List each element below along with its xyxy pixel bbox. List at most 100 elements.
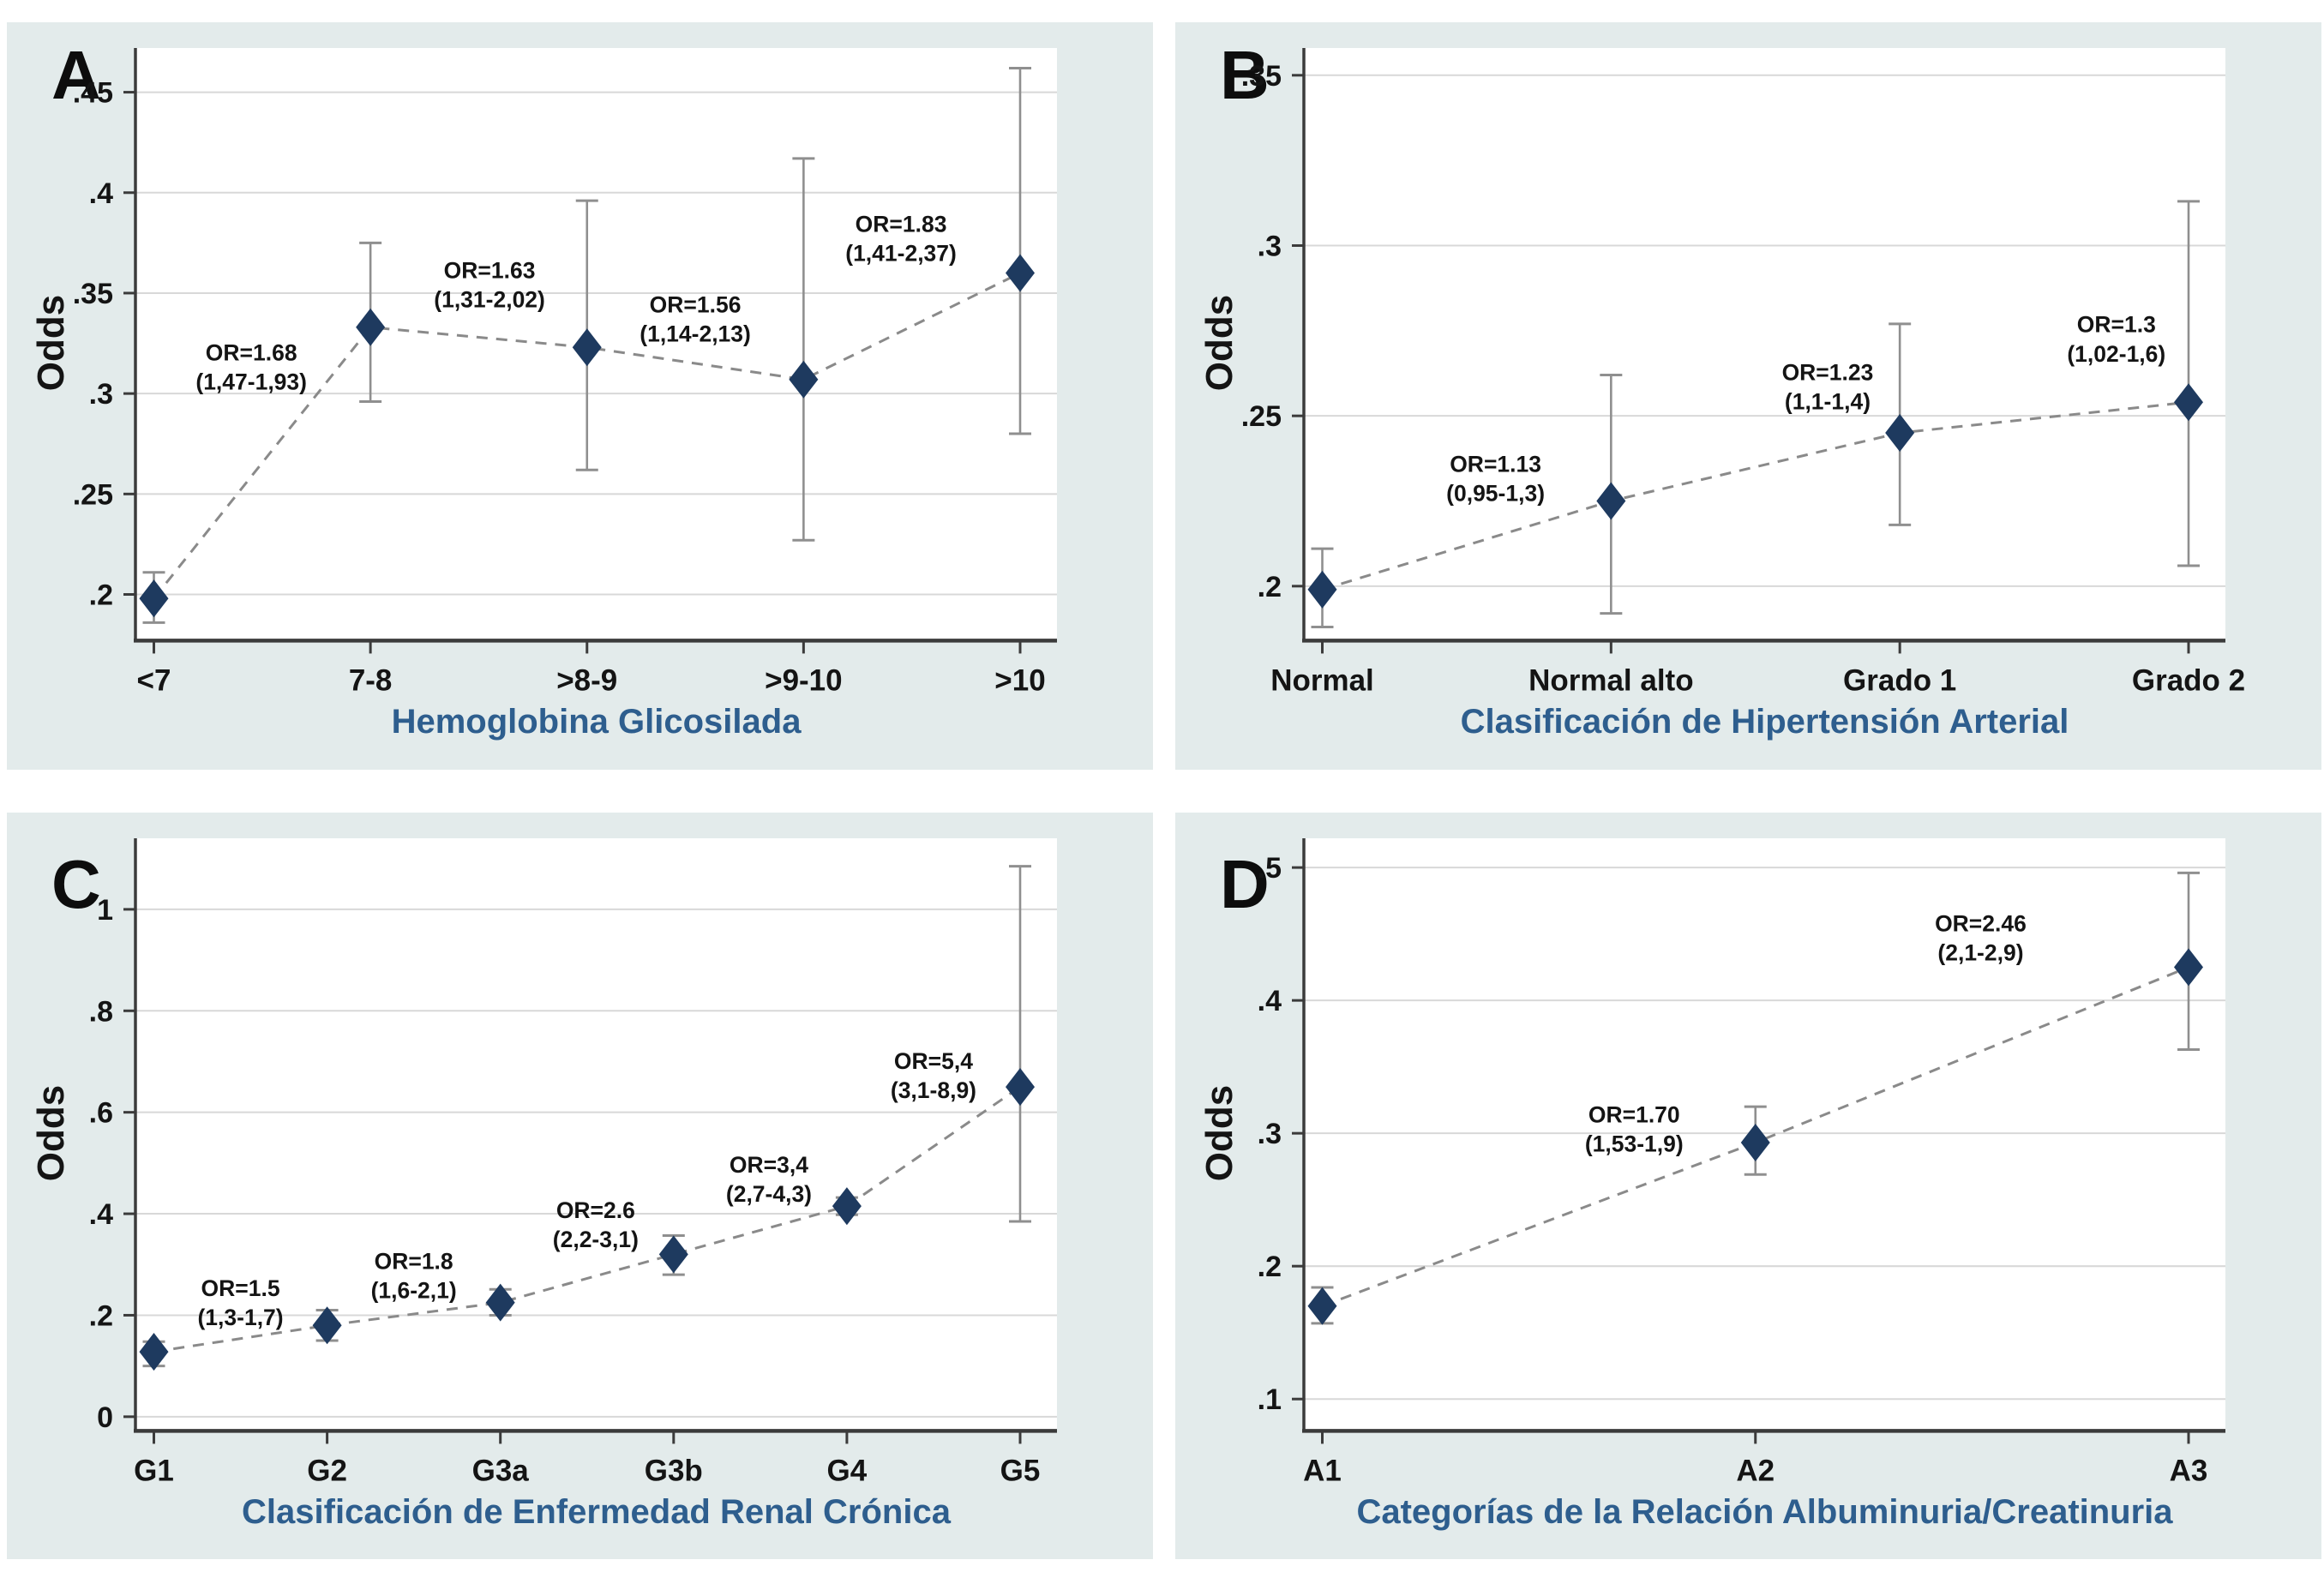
y-tick-label: .2 [1258,1251,1282,1283]
or-annotation: (2,1-2,9) [1937,939,2023,965]
y-tick-label: .3 [1258,230,1282,262]
or-annotation: OR=1.56 [650,291,742,317]
or-annotation: OR=1.70 [1588,1101,1680,1127]
data-point-diamond [356,308,386,346]
x-tick-label: >9-10 [765,663,842,697]
or-annotation: OR=1.68 [206,340,297,366]
or-annotation: (1,02-1,6) [2067,341,2165,367]
x-tick-label: >8-9 [556,663,617,697]
data-point-diamond [1885,414,1915,453]
y-tick-label: .3 [1258,1118,1282,1150]
y-tick-label: .2 [89,579,113,612]
data-point-diamond [789,360,819,399]
y-tick-label: .5 [1258,852,1282,885]
or-annotation: OR=1.8 [375,1248,453,1274]
x-tick-label: A1 [1303,1454,1342,1487]
x-tick-label: G2 [307,1454,347,1487]
or-annotation: OR=1.13 [1450,452,1541,477]
plot-area [1304,48,2225,641]
x-tick-label: Grado 2 [2132,663,2245,697]
y-tick-label: 0 [97,1401,113,1433]
data-point-diamond [658,1234,688,1273]
x-tick-label: Grado 1 [1843,663,1956,697]
panel-B: B Odds .2.25.3.35 Normal Normal alto Grado … [1175,22,2321,770]
or-annotation: OR=1.83 [856,212,947,237]
x-axis-title: Clasificación de Enfermedad Renal Crónic… [242,1492,951,1531]
or-annotation: (1,14-2,13) [640,321,751,346]
or-annotation: (3,1-8,9) [891,1077,976,1103]
data-point-diamond [139,1332,169,1371]
data-point-diamond [1596,482,1626,520]
x-tick-label: A2 [1736,1454,1775,1487]
x-axis-title: Clasificación de Hipertensión Arterial [1460,703,2069,741]
x-tick-label: G1 [134,1454,174,1487]
panel-letter-D: D [1220,845,1270,922]
data-point-diamond [1307,1287,1337,1325]
y-tick-label: .4 [89,177,113,210]
panel-grid: A Odds .2.25.3.35.4.45 <7 7-8 >8-9 >9-10 >10 O… [7,22,2321,1559]
or-annotation: OR=1.5 [201,1275,280,1301]
y-tick-label: .25 [73,478,113,511]
or-annotation: (1,41-2,37) [845,241,957,267]
x-tick-label: Normal alto [1528,663,1693,697]
y-tick-label: .3 [89,378,113,411]
or-annotation: OR=2.46 [1935,910,2027,936]
or-annotation: OR=3,4 [730,1151,808,1177]
or-annotation: (1,3-1,7) [197,1305,283,1330]
panel-letter-B: B [1220,37,1270,113]
trend-dashed-line [153,1085,1021,1353]
panel-A: A Odds .2.25.3.35.4.45 <7 7-8 >8-9 >9-10 >10 O… [7,22,1153,770]
data-point-diamond [312,1305,342,1344]
or-annotation: OR=1.63 [444,258,536,284]
y-tick-label: .2 [89,1299,113,1332]
or-annotation: (2,2-3,1) [553,1227,639,1252]
x-tick-label: G4 [827,1454,868,1487]
plot-area [1304,837,2225,1431]
panel-letter-C: C [51,845,101,922]
or-annotation: OR=5,4 [894,1048,973,1074]
y-tick-label: .25 [1241,400,1282,433]
y-tick-label: .4 [89,1198,113,1231]
data-point-diamond [2174,947,2203,986]
x-tick-label: G5 [1000,1454,1041,1487]
x-tick-label: Normal [1270,663,1374,697]
panel-letter-A: A [51,37,101,113]
data-point-diamond [832,1186,862,1225]
data-point-diamond [572,328,602,367]
data-point-diamond [139,579,169,618]
or-annotation: (1,31-2,02) [434,287,545,313]
data-point-diamond [1006,1067,1035,1106]
x-tick-label: 7-8 [349,663,393,697]
or-annotation: (1,1-1,4) [1785,388,1871,414]
or-annotation: OR=1.23 [1782,359,1874,385]
or-annotation: (0,95-1,3) [1446,481,1545,507]
or-annotation: OR=2.6 [556,1197,635,1223]
or-annotation: (2,7-4,3) [726,1180,812,1206]
y-tick-label: .2 [1258,571,1282,603]
x-tick-label: >10 [994,663,1045,697]
odds-plot: .1 .2 .3 .4 .5 A1 A2 A3 OR=1.70 (1,53-1,9) OR=2.46… [1258,837,2225,1487]
x-axis-title: Hemoglobina Glicosilada [391,703,802,741]
x-tick-label: G3a [472,1454,530,1487]
panel-D: D Odds .1.2.3.4.5 A1 A2 A3 OR=1.70 (1,53-1,9)… [1175,812,2321,1559]
x-axis-title: Categorías de la Relación Albuminuria/Cr… [1356,1492,2173,1531]
or-annotation: (1,6-2,1) [371,1277,457,1303]
x-tick-label: G3b [645,1454,703,1487]
odds-plot: 0 .2 .4 .6 .8 1 G1 G2 G3a G3b G4 G5 OR=1.5 (1,3-1,7) O… [89,837,1057,1487]
y-tick-label: 1 [97,893,113,926]
y-tick-label: .35 [73,278,113,310]
data-point-diamond [485,1283,515,1322]
y-tick-label: .1 [1258,1383,1282,1416]
data-point-diamond [1307,570,1337,609]
odds-plot: .2 .25 .3 .35 Normal Normal alto Grado 1 Grado … [1241,48,2245,697]
plot-area [135,837,1057,1431]
x-tick-label: <7 [137,663,171,697]
data-point-diamond [1006,254,1035,292]
odds-plot: .2 .25 .3 .35 .4 .45 <7 7-8 >8-9 >9-10 >10 OR=1.68 (… [73,48,1057,697]
data-point-diamond [1740,1123,1770,1161]
or-annotation: OR=1.3 [2077,312,2156,338]
y-tick-label: .4 [1258,985,1282,1017]
panel-C: C Odds 0.2.4.6.8 1 G1 G2 G3a G3b G4 G5 OR=1.5 (1,… [7,812,1153,1559]
y-tick-label: .35 [1241,60,1282,93]
